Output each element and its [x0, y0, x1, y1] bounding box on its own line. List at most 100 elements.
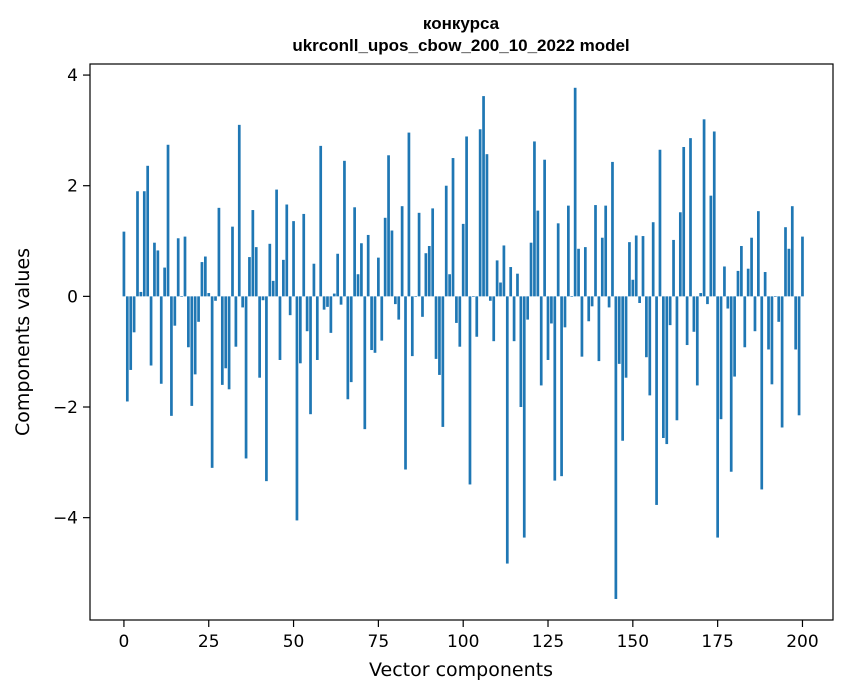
bar-156 [651, 222, 655, 297]
bar-59 [322, 296, 326, 310]
bar-112 [502, 245, 506, 297]
bar-50 [292, 221, 295, 297]
bar-147 [621, 296, 625, 441]
bar-123 [539, 296, 543, 386]
bar-58 [319, 145, 323, 297]
bar-180 [733, 296, 736, 377]
bar-106 [482, 96, 485, 297]
bar-137 [587, 296, 591, 322]
bar-83 [404, 296, 407, 470]
bar-188 [760, 296, 764, 490]
bar-9 [153, 242, 156, 297]
bar-142 [604, 205, 608, 297]
bar-77 [383, 217, 387, 297]
bar-110 [495, 260, 499, 297]
bar-92 [434, 296, 438, 359]
bar-61 [329, 296, 333, 333]
bar-35 [241, 296, 245, 308]
bar-25 [207, 293, 211, 297]
bar-39 [254, 247, 258, 297]
bar-89 [424, 253, 428, 297]
bar-51 [295, 296, 299, 521]
bar-197 [790, 206, 794, 297]
bar-159 [662, 296, 665, 438]
bar-23 [200, 262, 204, 297]
bar-169 [695, 296, 699, 386]
bar-57 [315, 296, 319, 360]
bar-15 [173, 296, 177, 326]
bar-49 [288, 296, 292, 316]
bar-67 [349, 296, 353, 383]
bar-33 [234, 296, 238, 347]
bar-87 [417, 212, 421, 297]
bar-134 [577, 248, 580, 297]
bar-48 [285, 204, 289, 297]
bar-148 [624, 296, 628, 378]
bar-34 [237, 124, 241, 297]
bar-97 [451, 158, 455, 297]
bar-19 [187, 296, 190, 348]
y-axis-ticks: −4 −2 0 2 4 [53, 66, 90, 529]
bar-79 [390, 230, 394, 297]
bar-55 [309, 296, 312, 415]
x-tick-label-175: 175 [701, 632, 733, 652]
bar-162 [672, 239, 675, 297]
bars-group [122, 87, 804, 599]
bar-124 [543, 159, 546, 297]
bar-168 [692, 296, 696, 332]
y-tick-label--2: −2 [53, 398, 78, 418]
bar-78 [387, 155, 390, 297]
bar-0 [122, 231, 126, 297]
bar-36 [244, 296, 248, 459]
bar-154 [645, 296, 648, 358]
bar-178 [726, 296, 730, 309]
bar-140 [597, 296, 601, 362]
bar-150 [631, 279, 635, 297]
bar-85 [410, 296, 414, 357]
bar-66 [346, 296, 350, 400]
bar-115 [512, 296, 516, 342]
bar-199 [797, 296, 801, 416]
bar-22 [197, 296, 200, 322]
bar-26 [210, 296, 214, 468]
bar-181 [736, 270, 740, 297]
bar-41 [261, 296, 265, 301]
bar-98 [455, 296, 458, 323]
bar-104 [475, 296, 479, 337]
bar-54 [305, 296, 309, 332]
bar-1 [125, 296, 129, 402]
y-axis-label: Components values [12, 248, 34, 436]
bar-185 [750, 237, 753, 297]
bar-172 [706, 296, 709, 305]
bar-103 [472, 296, 475, 297]
bar-31 [227, 296, 231, 390]
bar-195 [784, 227, 787, 297]
bar-43 [268, 243, 272, 297]
bar-184 [746, 268, 750, 297]
x-axis-ticks: 0 25 50 75 100 125 150 175 200 [119, 620, 819, 652]
bar-40 [258, 296, 261, 378]
bar-109 [492, 296, 496, 342]
bar-119 [526, 296, 530, 320]
bar-165 [682, 146, 686, 297]
bar-198 [794, 296, 798, 350]
bar-60 [326, 296, 329, 307]
bar-141 [600, 237, 604, 297]
bar-6 [142, 191, 146, 297]
bar-117 [519, 296, 523, 408]
bar-5 [139, 291, 143, 297]
bar-144 [611, 161, 614, 297]
bar-73 [370, 296, 373, 351]
bar-146 [617, 296, 621, 364]
bar-88 [421, 296, 424, 317]
bar-191 [770, 296, 774, 385]
bar-182 [740, 246, 743, 297]
bar-65 [343, 160, 346, 297]
bar-7 [146, 165, 150, 297]
bar-30 [224, 296, 228, 369]
bar-167 [689, 138, 692, 297]
bar-38 [251, 210, 255, 297]
bar-27 [214, 296, 217, 301]
bar-120 [529, 242, 533, 297]
bar-164 [678, 212, 682, 297]
